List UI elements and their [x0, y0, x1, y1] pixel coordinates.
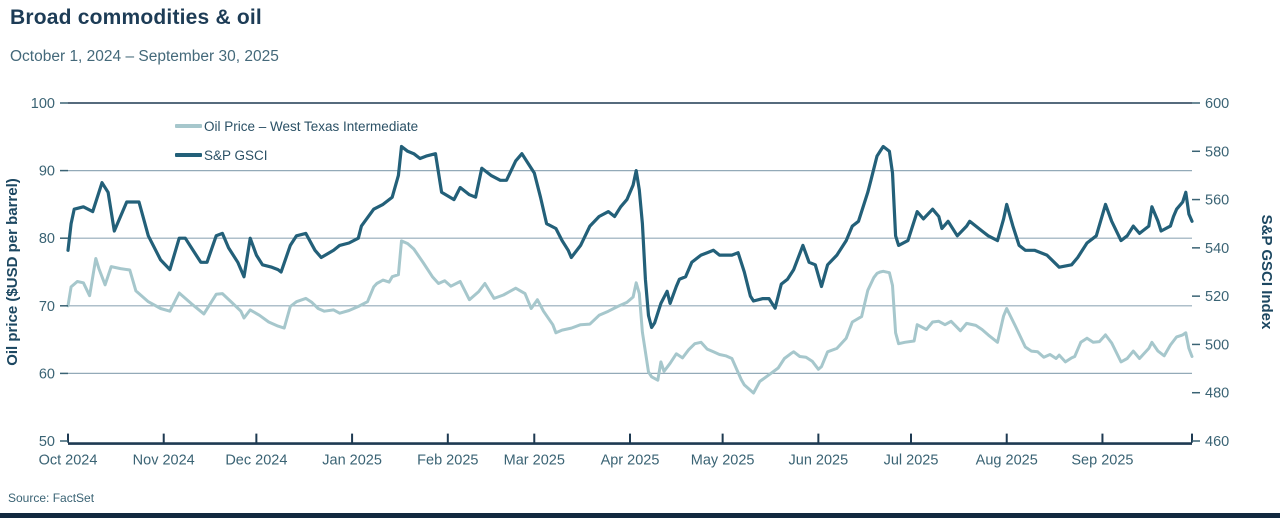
- page-title: Broad commodities & oil: [10, 6, 262, 29]
- source-note: Source: FactSet: [8, 491, 95, 505]
- x-tick-label: Feb 2025: [417, 453, 478, 469]
- legend-item-oil: Oil Price – West Texas Intermediate: [175, 116, 418, 136]
- gsci-line-swatch: [175, 153, 202, 157]
- x-axis-ticks: Oct 2024 Nov 2024 Dec 2024 Jan 2025 Feb 2025…: [39, 433, 1193, 469]
- x-tick-label: Jun 2025: [789, 453, 849, 469]
- series-lines: [66, 144, 1194, 395]
- x-tick-label: Jan 2025: [322, 453, 382, 469]
- footer-rule: [0, 513, 1280, 518]
- right-tick-label: 460: [1205, 434, 1229, 450]
- chart-legend: Oil Price – West Texas Intermediate S&P …: [175, 116, 418, 165]
- left-axis-title: Oil price ($USD per barrel): [4, 178, 21, 366]
- left-tick-label: 90: [39, 164, 55, 180]
- right-tick-label: 540: [1205, 241, 1229, 257]
- left-tick-label: 100: [31, 96, 55, 112]
- legend-label-oil: Oil Price – West Texas Intermediate: [204, 118, 419, 134]
- right-tick-label: 600: [1205, 96, 1229, 112]
- right-tick-label: 520: [1205, 289, 1229, 305]
- right-axis-title: S&P GSCI Index: [1258, 215, 1275, 330]
- right-tick-label: 560: [1205, 193, 1229, 209]
- oil-price-line: [66, 239, 1194, 395]
- oil-line-swatch: [175, 124, 202, 128]
- right-axis: 600 580 560 540 520 500 480 460: [1192, 96, 1229, 450]
- right-tick-label: 480: [1205, 386, 1229, 402]
- right-tick-label: 580: [1205, 144, 1229, 160]
- x-tick-label: Dec 2024: [225, 453, 287, 469]
- x-tick-label: Apr 2025: [601, 453, 660, 469]
- x-tick-label: Sep 2025: [1071, 453, 1133, 469]
- left-tick-label: 80: [39, 231, 55, 247]
- gsci-line: [66, 144, 1194, 330]
- x-tick-label: Mar 2025: [504, 453, 565, 469]
- x-tick-label: Nov 2024: [133, 453, 195, 469]
- x-tick-label: Aug 2025: [976, 453, 1038, 469]
- x-tick-label: Oct 2024: [39, 453, 98, 469]
- left-tick-label: 50: [39, 434, 55, 450]
- left-axis: 100 90 80 70 60 50: [31, 96, 68, 450]
- x-tick-label: May 2025: [691, 453, 755, 469]
- legend-label-gsci: S&P GSCI: [204, 147, 268, 163]
- date-range-subtitle: October 1, 2024 – September 30, 2025: [10, 48, 279, 65]
- right-tick-label: 500: [1205, 337, 1229, 353]
- left-tick-label: 60: [39, 366, 55, 382]
- gridlines: [68, 170, 1192, 374]
- left-tick-label: 70: [39, 299, 55, 315]
- x-tick-label: Jul 2025: [884, 453, 939, 469]
- legend-item-gsci: S&P GSCI: [175, 145, 418, 165]
